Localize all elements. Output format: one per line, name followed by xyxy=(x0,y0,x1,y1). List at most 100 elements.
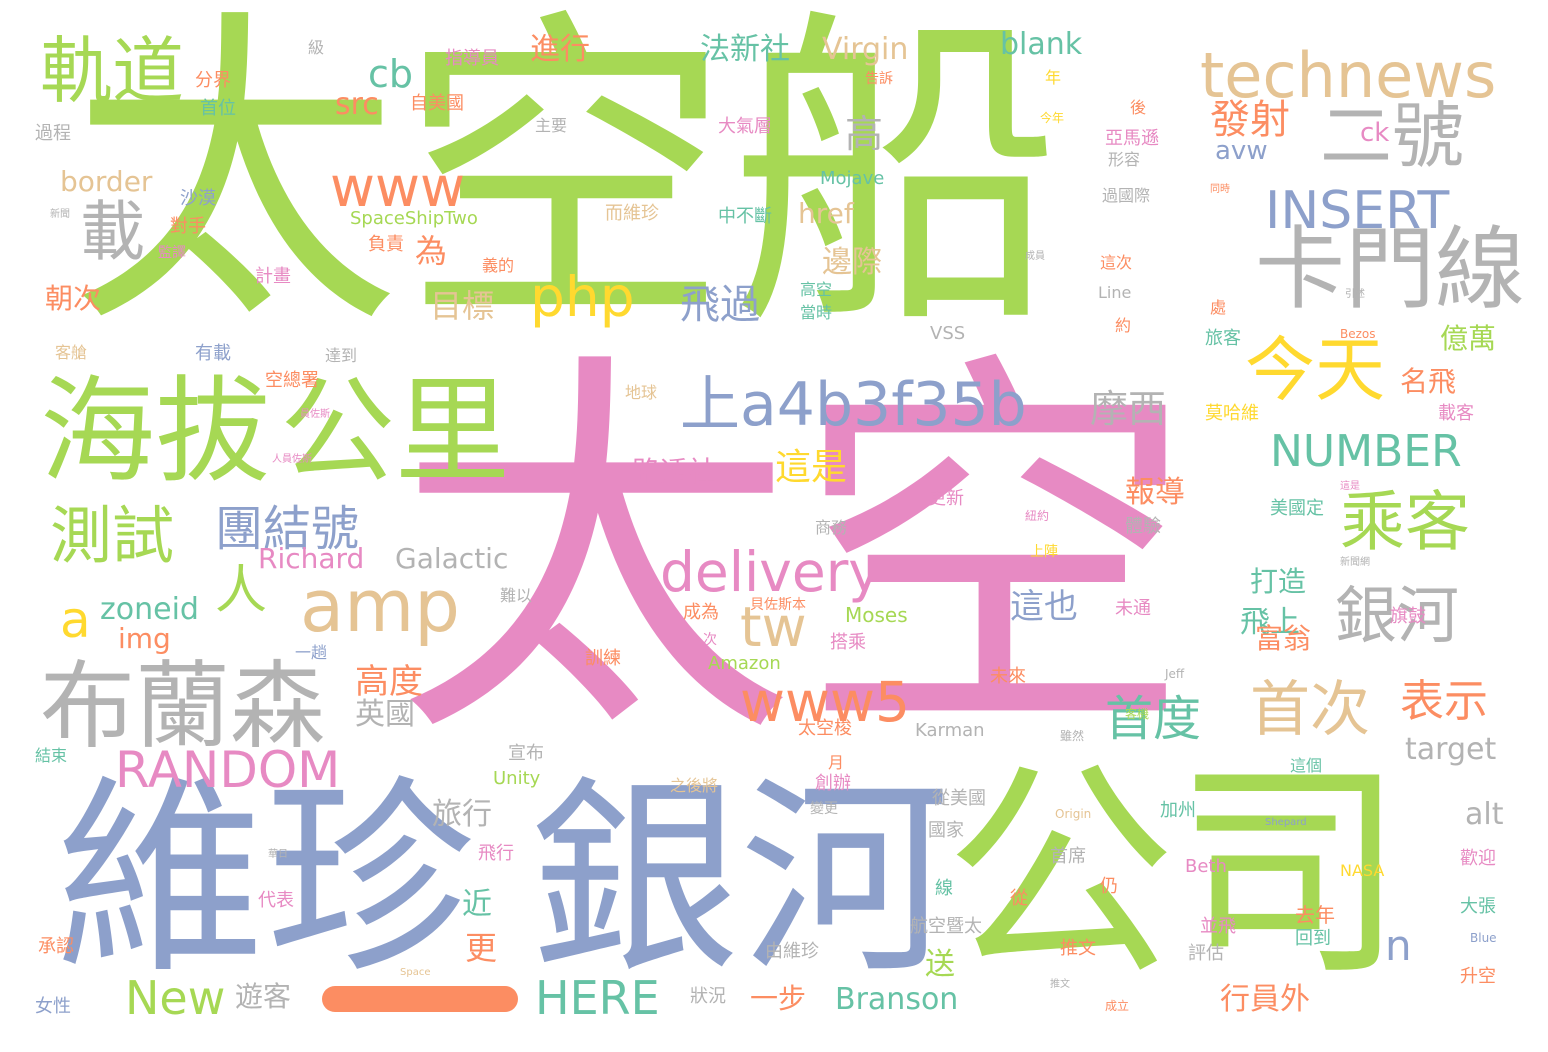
word-47: 法新社 xyxy=(700,32,790,67)
word-167: 年 xyxy=(1045,68,1062,87)
word-129: 由維珍 xyxy=(765,941,819,962)
word-156: VSS xyxy=(930,323,966,344)
word-181: 告訴 xyxy=(865,71,893,87)
word-128: 狀況 xyxy=(690,986,726,1007)
word-114: 仍 xyxy=(1100,876,1118,897)
word-178: 引述 xyxy=(1345,289,1365,300)
word-16: php xyxy=(530,265,635,329)
word-102: Jeff xyxy=(1165,667,1185,681)
word-109: 之後將 xyxy=(670,776,719,795)
word-29: 銀河 xyxy=(1335,579,1460,652)
word-54: Richard xyxy=(258,542,365,575)
word-150: 過國際 xyxy=(1102,186,1151,205)
word-138: 訓練 xyxy=(585,648,621,669)
word-37: NUMBER xyxy=(1270,426,1462,477)
word-105: Karman xyxy=(915,720,985,741)
word-149: 亞馬遜 xyxy=(1105,128,1159,149)
word-79: alt xyxy=(1465,797,1504,832)
word-1: 太空船 xyxy=(70,0,1060,367)
word-130: 航空暨太 xyxy=(910,916,982,937)
word-67: 飛上 xyxy=(1240,605,1300,640)
word-23: 乘客 xyxy=(1340,485,1471,560)
word-190: 推文 xyxy=(1050,979,1070,990)
word-59: 旅行 xyxy=(432,797,492,832)
word-15: amp xyxy=(300,564,460,648)
word-99: 未通 xyxy=(1115,598,1151,619)
word-135: 女性 xyxy=(35,996,71,1017)
word-173: 監譯 xyxy=(158,245,186,261)
word-40: 飛過 xyxy=(680,282,760,328)
word-165: Space xyxy=(400,967,431,978)
word-104: 太空梭 xyxy=(798,718,852,739)
word-112: 國家 xyxy=(928,820,964,841)
word-177: 新聞 xyxy=(50,209,70,220)
word-44: cb xyxy=(368,52,414,96)
word-24: 測試 xyxy=(50,499,175,572)
word-25: 團結號 xyxy=(215,501,360,557)
word-93: 地球 xyxy=(625,383,658,402)
word-172: 義的 xyxy=(482,256,515,275)
word-157: Bezos xyxy=(1340,327,1376,341)
word-144: 負責 xyxy=(368,234,404,255)
word-98: 上陣 xyxy=(1030,544,1058,560)
word-142: Mojave xyxy=(820,168,885,189)
word-74: avw xyxy=(1215,136,1268,166)
word-50: border xyxy=(60,165,153,198)
word-69: 打造 xyxy=(1250,565,1307,598)
word-30: 首次 xyxy=(1250,675,1370,745)
word-160: 美國定 xyxy=(1270,498,1324,519)
word-123: 回到 xyxy=(1295,928,1331,949)
word-95: 商務 xyxy=(815,518,848,537)
word-137: 一趟 xyxy=(295,643,328,662)
word-78: target xyxy=(1405,732,1497,767)
word-86: 沙漠 xyxy=(180,188,216,209)
word-140: 貝佐斯本 xyxy=(750,597,806,613)
word-166: 形容 xyxy=(1108,150,1141,169)
word-120: 大張 xyxy=(1460,896,1496,917)
word-28: zoneid xyxy=(100,592,199,627)
word-36: INSERT xyxy=(1265,181,1450,241)
word-91: 達到 xyxy=(325,346,358,365)
word-141: 搭乘 xyxy=(830,632,866,653)
word-161: 旗鼓 xyxy=(1390,606,1426,627)
word-162: 這個 xyxy=(1290,756,1323,775)
word-42: 高 xyxy=(845,112,884,156)
word-164: Blue xyxy=(1470,931,1497,945)
word-183: 同時 xyxy=(1210,184,1230,195)
word-152: Line xyxy=(1098,283,1132,302)
word-2: 太空 xyxy=(395,322,1195,787)
word-131: 線 xyxy=(935,878,953,899)
word-41: 目標 xyxy=(430,287,495,325)
word-187: 成員 xyxy=(1025,251,1045,262)
word-94: 更新 xyxy=(928,488,964,509)
word-126: 升空 xyxy=(1460,966,1496,987)
word-185: 從 xyxy=(1010,888,1028,909)
word-71: 路透社 xyxy=(632,455,717,488)
word-19: www5 xyxy=(740,670,910,734)
word-110: 創辦 xyxy=(815,773,851,794)
word-4: 維珍 xyxy=(55,757,476,1002)
word-32: 表示 xyxy=(1400,676,1488,727)
word-136: 結束 xyxy=(35,746,68,765)
word-111: 從美國 xyxy=(932,788,986,809)
word-170: 高空 xyxy=(800,280,833,299)
word-118: NASA xyxy=(1340,861,1385,880)
word-132: 代表 xyxy=(258,890,294,911)
word-168: 級 xyxy=(308,38,325,57)
word-100: Moses xyxy=(845,603,908,627)
word-124: 推文 xyxy=(1060,938,1096,959)
word-53: 邊際 xyxy=(822,245,882,280)
word-10: technews xyxy=(1200,39,1497,112)
word-76: href xyxy=(798,197,854,230)
word-60: 近 xyxy=(462,887,492,922)
word-45: src xyxy=(335,87,379,122)
word-151: 這次 xyxy=(1100,253,1133,272)
word-116: Beth xyxy=(1185,856,1227,877)
word-70: 報導 xyxy=(1125,475,1185,510)
word-51: 朝次 xyxy=(45,282,102,315)
word-158: 莫哈維 xyxy=(1205,403,1259,424)
word-18: tw xyxy=(740,595,807,659)
word-12: 二號 xyxy=(1320,94,1465,178)
word-58: 英國 xyxy=(355,697,415,732)
